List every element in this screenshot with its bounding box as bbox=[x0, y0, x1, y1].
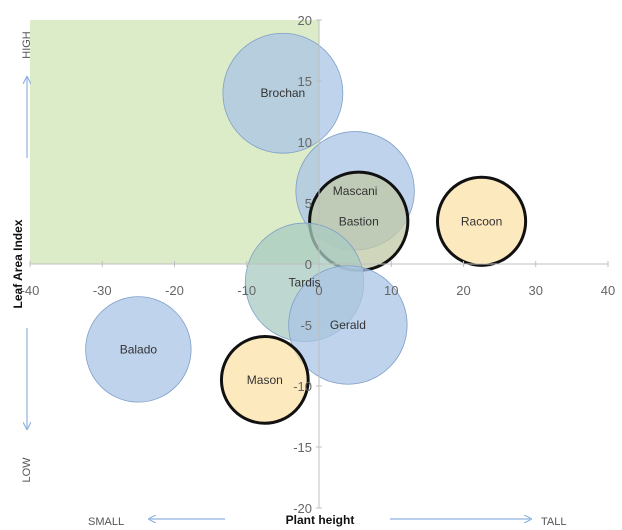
x-tall-label: TALL bbox=[541, 516, 566, 528]
y-tick-label: -5 bbox=[300, 318, 312, 333]
x-axis-title: Plant height bbox=[286, 513, 355, 527]
x-tick-label: 10 bbox=[384, 283, 398, 298]
y-tick-label: -10 bbox=[293, 379, 312, 394]
bubble-label-balado: Balado bbox=[120, 342, 158, 356]
bubble-labels: Brochan Mascani Bastion Racoon Tardis Gerald B… bbox=[120, 86, 503, 387]
y-axis-ticks: 20 15 10 5 0 -5 -10 -15 -20 bbox=[293, 13, 322, 516]
x-tick-label: 40 bbox=[601, 283, 615, 298]
x-tick-label: -30 bbox=[93, 283, 112, 298]
y-tick-label: -20 bbox=[293, 501, 312, 516]
bubble-gerald bbox=[288, 265, 408, 385]
x-tick-label: -40 bbox=[21, 283, 40, 298]
y-tick-label: 5 bbox=[305, 196, 312, 211]
y-high-label: HIGH bbox=[21, 31, 33, 59]
x-tick-label: 0 bbox=[315, 283, 322, 298]
bubble-racoon bbox=[435, 175, 528, 267]
bubble-balado bbox=[85, 296, 192, 403]
bubble-layer bbox=[85, 32, 528, 425]
bubble-label-bastion: Bastion bbox=[339, 214, 379, 228]
x-tick-label: -20 bbox=[165, 283, 184, 298]
x-tick-label: -10 bbox=[237, 283, 256, 298]
y-axis-title: Leaf Area Index bbox=[11, 219, 25, 308]
y-tick-label: 10 bbox=[298, 135, 312, 150]
bubble-label-gerald: Gerald bbox=[330, 318, 366, 332]
y-tick-label: 20 bbox=[298, 13, 312, 28]
bubble-label-racoon: Racoon bbox=[461, 214, 502, 228]
bubble-label-mascani: Mascani bbox=[333, 184, 378, 198]
bubble-label-mason: Mason bbox=[247, 373, 283, 387]
x-tick-label: 30 bbox=[529, 283, 543, 298]
x-small-label: SMALL bbox=[88, 516, 124, 528]
x-axis-ticks: -40 -30 -20 -10 0 10 20 30 40 bbox=[21, 261, 615, 298]
y-tick-label: -15 bbox=[293, 440, 312, 455]
bubble-label-brochan: Brochan bbox=[261, 86, 306, 100]
y-low-label: LOW bbox=[21, 457, 33, 483]
y-tick-label: 15 bbox=[298, 74, 312, 89]
bubble-mason bbox=[219, 335, 310, 425]
x-tick-label: 20 bbox=[456, 283, 470, 298]
y-tick-label: 0 bbox=[305, 257, 312, 272]
bubble-label-tardis: Tardis bbox=[289, 275, 321, 289]
bubble-brochan bbox=[222, 32, 344, 154]
